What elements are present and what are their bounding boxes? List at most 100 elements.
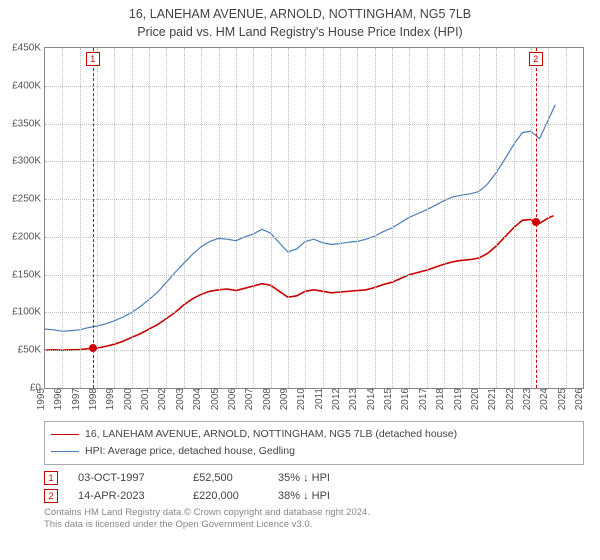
gridline-h (45, 312, 583, 313)
legend-item-property: 16, LANEHAM AVENUE, ARNOLD, NOTTINGHAM, … (51, 426, 577, 443)
x-axis-label: 2026 (572, 388, 585, 410)
sale-date: 14-APR-2023 (78, 490, 173, 502)
legend-swatch (51, 451, 79, 452)
gridline-v (514, 48, 515, 388)
gridline-v (496, 48, 497, 388)
gridline-v (149, 48, 150, 388)
x-axis-label: 2002 (155, 388, 168, 410)
x-axis-label: 2000 (121, 388, 134, 410)
gridline-h (45, 350, 583, 351)
gridline-v (236, 48, 237, 388)
x-axis-label: 2019 (450, 388, 463, 410)
chart-area: £0£50K£100K£150K£200K£250K£300K£350K£400… (44, 47, 584, 417)
x-axis-label: 2003 (173, 388, 186, 410)
x-axis-label: 1996 (51, 388, 64, 410)
x-axis-label: 2014 (364, 388, 377, 410)
gridline-v (97, 48, 98, 388)
x-axis-label: 2024 (537, 388, 550, 410)
x-axis-label: 2004 (190, 388, 203, 410)
y-axis-label: £50K (18, 345, 45, 356)
gridline-v (392, 48, 393, 388)
y-axis-label: £450K (12, 43, 45, 54)
sale-id-box: 2 (44, 489, 58, 503)
legend: 16, LANEHAM AVENUE, ARNOLD, NOTTINGHAM, … (44, 421, 584, 465)
x-axis-label: 2020 (468, 388, 481, 410)
footer-line: Contains HM Land Registry data © Crown c… (44, 507, 592, 520)
line-chart-svg (45, 48, 583, 388)
y-axis-label: £400K (12, 80, 45, 91)
x-axis-label: 2001 (138, 388, 151, 410)
footer-line: This data is licensed under the Open Gov… (44, 519, 592, 532)
legend-item-hpi: HPI: Average price, detached house, Gedl… (51, 443, 577, 460)
sale-pct-vs-hpi: 35% ↓ HPI (278, 472, 368, 484)
sale-row: 1 03-OCT-1997 £52,500 35% ↓ HPI (44, 471, 592, 485)
x-axis-label: 2015 (381, 388, 394, 410)
gridline-v (253, 48, 254, 388)
sale-marker-dot (532, 218, 540, 226)
x-axis-label: 2022 (502, 388, 515, 410)
gridline-v (271, 48, 272, 388)
gridline-v (357, 48, 358, 388)
gridline-v (166, 48, 167, 388)
legend-label: 16, LANEHAM AVENUE, ARNOLD, NOTTINGHAM, … (85, 426, 457, 443)
sale-price: £52,500 (193, 472, 258, 484)
y-axis-label: £300K (12, 156, 45, 167)
gridline-v (184, 48, 185, 388)
gridline-v (531, 48, 532, 388)
x-axis-label: 2023 (520, 388, 533, 410)
gridline-h (45, 237, 583, 238)
y-axis-label: £350K (12, 118, 45, 129)
page-title: 16, LANEHAM AVENUE, ARNOLD, NOTTINGHAM, … (8, 6, 592, 24)
page-subtitle: Price paid vs. HM Land Registry's House … (8, 24, 592, 42)
gridline-v (288, 48, 289, 388)
gridline-v (80, 48, 81, 388)
sale-date: 03-OCT-1997 (78, 472, 173, 484)
x-axis-label: 1997 (69, 388, 82, 410)
gridline-v (548, 48, 549, 388)
x-axis-label: 2017 (416, 388, 429, 410)
sale-marker-box: 2 (529, 52, 543, 66)
x-axis-label: 2008 (259, 388, 272, 410)
gridline-v (201, 48, 202, 388)
gridline-v (566, 48, 567, 388)
sale-id-box: 1 (44, 471, 58, 485)
gridline-v (479, 48, 480, 388)
sale-marker-dot (89, 344, 97, 352)
sale-marker-box: 1 (86, 52, 100, 66)
x-axis-label: 2009 (277, 388, 290, 410)
x-axis-label: 2010 (294, 388, 307, 410)
footer-attr: Contains HM Land Registry data © Crown c… (44, 507, 592, 533)
y-axis-label: £100K (12, 307, 45, 318)
sale-price: £220,000 (193, 490, 258, 502)
title-block: 16, LANEHAM AVENUE, ARNOLD, NOTTINGHAM, … (8, 6, 592, 41)
sale-marker-line (93, 48, 94, 388)
x-axis-label: 2025 (555, 388, 568, 410)
gridline-v (375, 48, 376, 388)
sale-row: 2 14-APR-2023 £220,000 38% ↓ HPI (44, 489, 592, 503)
x-axis-label: 1998 (86, 388, 99, 410)
gridline-h (45, 161, 583, 162)
x-axis-label: 2016 (398, 388, 411, 410)
x-axis-label: 2006 (225, 388, 238, 410)
x-axis-label: 2018 (433, 388, 446, 410)
plot-region: £0£50K£100K£150K£200K£250K£300K£350K£400… (44, 47, 584, 389)
x-axis-label: 2013 (346, 388, 359, 410)
gridline-v (132, 48, 133, 388)
chart-container: 16, LANEHAM AVENUE, ARNOLD, NOTTINGHAM, … (0, 0, 600, 560)
gridline-v (340, 48, 341, 388)
gridline-v (219, 48, 220, 388)
gridline-v (114, 48, 115, 388)
x-axis-label: 2005 (207, 388, 220, 410)
gridline-v (323, 48, 324, 388)
gridline-h (45, 86, 583, 87)
gridline-h (45, 275, 583, 276)
gridline-v (444, 48, 445, 388)
gridline-v (409, 48, 410, 388)
sale-pct-vs-hpi: 38% ↓ HPI (278, 490, 368, 502)
x-axis-label: 1995 (34, 388, 47, 410)
gridline-v (427, 48, 428, 388)
x-axis-label: 1999 (103, 388, 116, 410)
gridline-h (45, 199, 583, 200)
y-axis-label: £250K (12, 194, 45, 205)
x-axis-label: 2021 (485, 388, 498, 410)
